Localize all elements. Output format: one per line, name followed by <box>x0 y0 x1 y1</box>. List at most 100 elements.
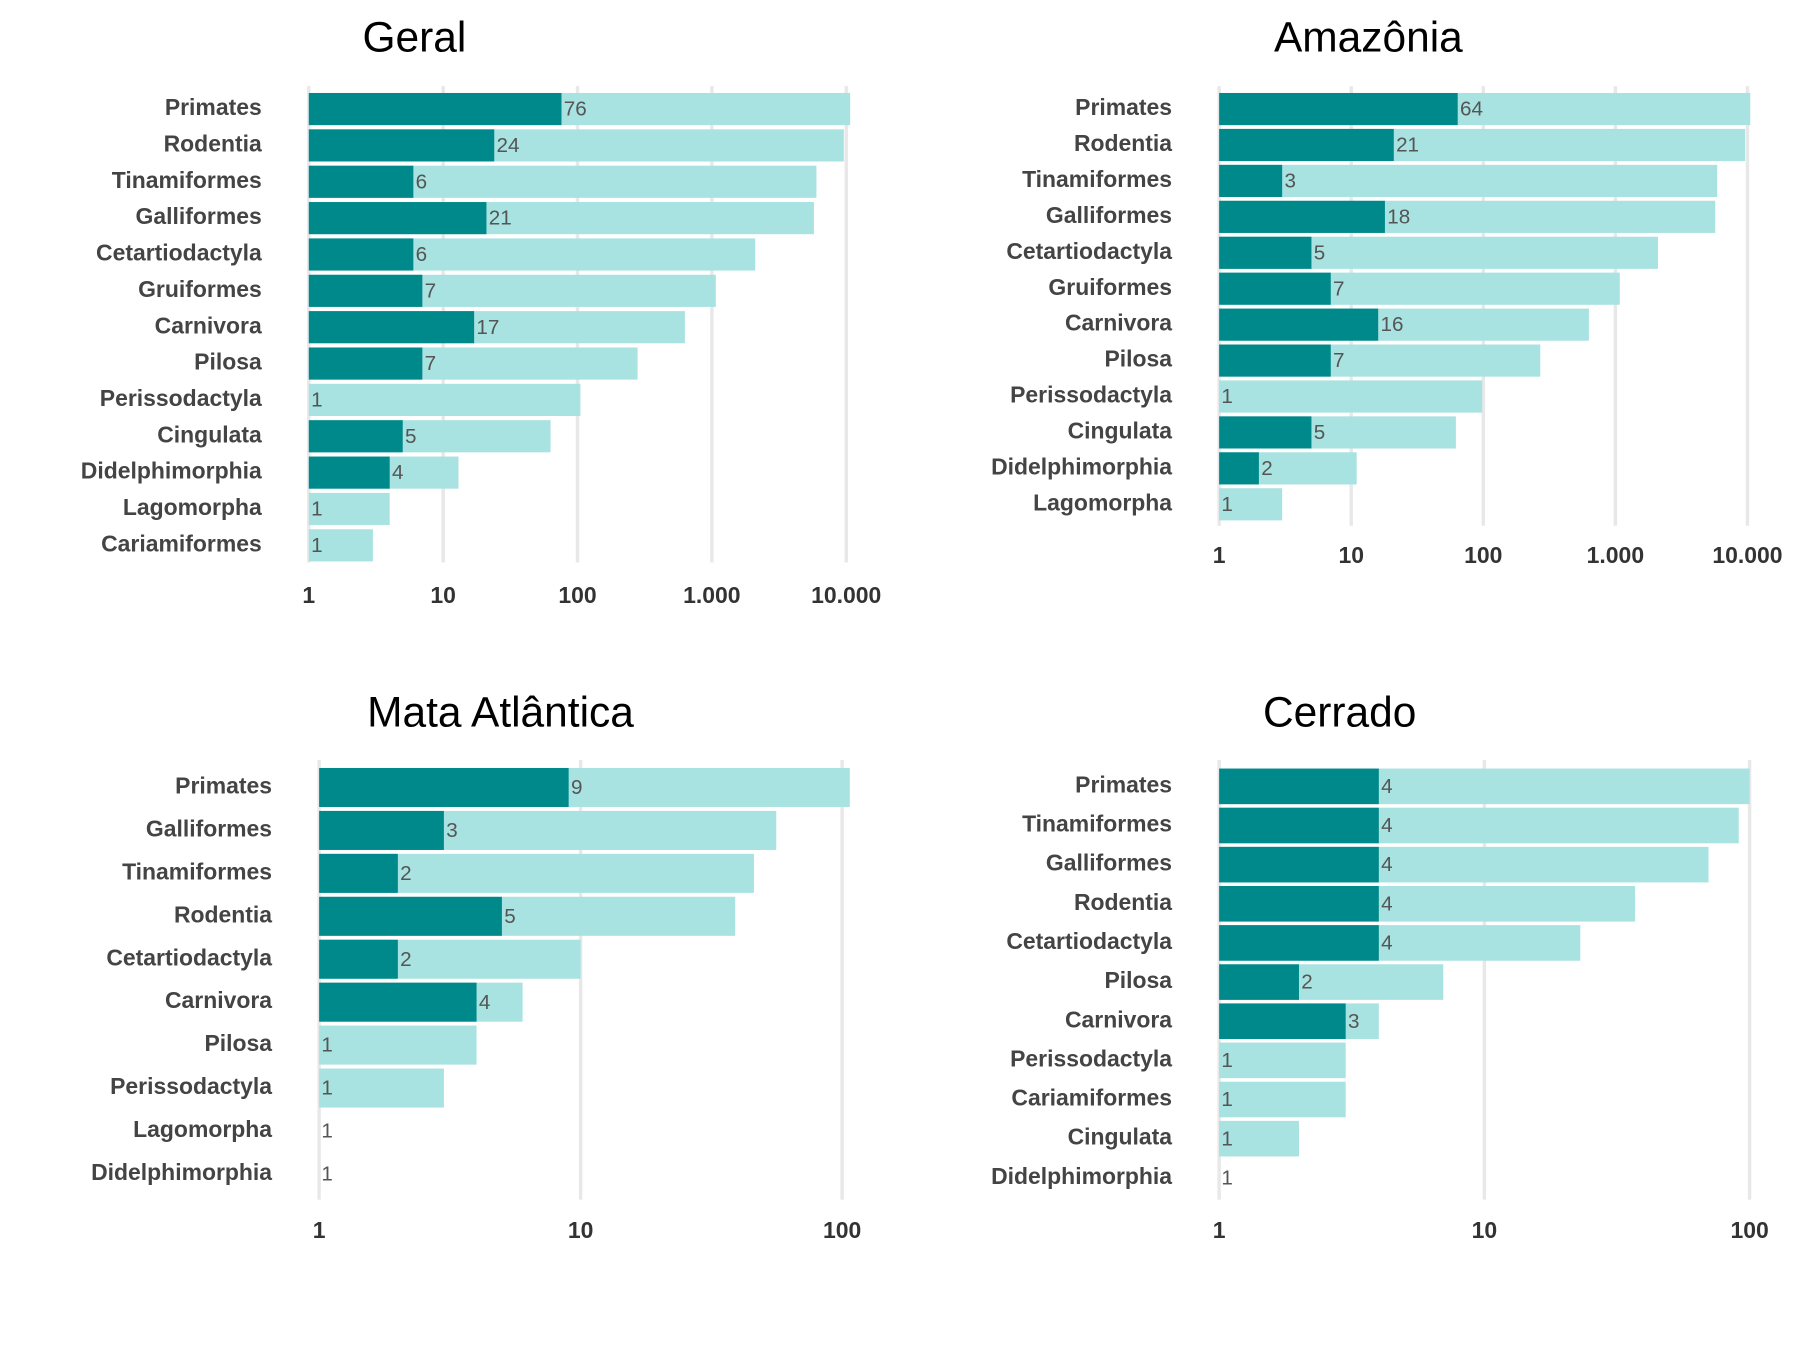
value-label: 16 <box>1380 313 1403 336</box>
category-label: Primates <box>175 773 272 799</box>
value-label: 5 <box>1314 241 1326 264</box>
value-label: 9 <box>571 776 583 799</box>
value-label: 2 <box>400 948 412 971</box>
value-label: 4 <box>479 991 491 1014</box>
bar <box>1219 964 1299 1000</box>
category-label: Cariamiformes <box>101 530 262 556</box>
value-label: 4 <box>1381 775 1393 798</box>
category-label: Cariamiformes <box>1011 1085 1172 1111</box>
category-label: Pilosa <box>1104 346 1172 372</box>
category-label: Gruiformes <box>1048 274 1172 300</box>
bar <box>1219 452 1259 485</box>
value-label: 21 <box>489 207 512 230</box>
value-label: 1 <box>1221 1166 1233 1189</box>
category-label: Tinamiformes <box>1022 811 1172 837</box>
bar <box>1219 344 1331 377</box>
bar <box>308 202 487 235</box>
bar <box>319 810 444 850</box>
value-label: 3 <box>1348 1010 1360 1033</box>
value-label: 1 <box>321 1120 333 1143</box>
bar <box>1219 1003 1346 1040</box>
category-label: Lagomorpha <box>123 494 262 520</box>
value-label: 7 <box>425 279 437 302</box>
category-label: Cingulata <box>1068 1124 1173 1150</box>
value-label: 76 <box>564 98 587 121</box>
value-label: 5 <box>504 905 516 928</box>
category-label: Cetartiodactyla <box>96 240 262 266</box>
bar <box>319 939 398 979</box>
value-label: 4 <box>1381 892 1393 915</box>
value-label: 3 <box>1284 170 1296 193</box>
category-label: Carnivora <box>1065 310 1172 336</box>
bar <box>308 456 390 489</box>
category-label: Rodentia <box>1074 889 1172 915</box>
value-label: 2 <box>1261 457 1273 480</box>
bar <box>319 896 502 936</box>
bar <box>308 92 562 126</box>
bar <box>308 238 414 271</box>
value-label: 1 <box>1221 1127 1233 1150</box>
category-label: Primates <box>165 94 262 120</box>
value-label: 21 <box>1396 134 1419 157</box>
value-label: 3 <box>446 819 458 842</box>
category-label: Rodentia <box>174 901 272 927</box>
value-label: 24 <box>497 134 520 157</box>
bar <box>1219 846 1379 883</box>
bar <box>308 492 390 526</box>
value-label: 7 <box>425 352 437 375</box>
value-label: 7 <box>1333 277 1345 300</box>
category-label: Galliformes <box>1046 202 1172 228</box>
category-label: Primates <box>1075 771 1172 797</box>
category-label: Primates <box>1075 94 1172 120</box>
category-label: Lagomorpha <box>133 1116 272 1142</box>
value-label: 1 <box>311 534 323 557</box>
value-label: 4 <box>1381 932 1393 955</box>
category-label: Lagomorpha <box>1033 489 1172 515</box>
value-label: 1 <box>1221 385 1233 408</box>
category-label: Cingulata <box>1068 417 1173 443</box>
category-label: Rodentia <box>164 130 262 156</box>
category-label: Tinamiformes <box>112 167 262 193</box>
bar <box>308 274 423 307</box>
bar <box>319 767 569 808</box>
chart-title: Geral <box>362 13 466 60</box>
bar <box>1219 128 1394 162</box>
value-label: 6 <box>416 243 428 266</box>
x-tick-label: 1 <box>313 1217 326 1243</box>
category-label: Cetartiodactyla <box>106 944 272 970</box>
category-label: Carnivora <box>155 312 262 338</box>
category-label: Rodentia <box>1074 130 1172 156</box>
value-label: 1 <box>311 498 323 521</box>
category-label: Tinamiformes <box>122 858 272 884</box>
category-label: Perissodactyla <box>100 385 262 411</box>
value-label: 1 <box>1221 493 1233 516</box>
value-label: 1 <box>321 1034 333 1057</box>
bar <box>1219 925 1379 961</box>
bar <box>319 982 477 1022</box>
x-tick-label: 100 <box>823 1217 861 1243</box>
bar <box>308 347 423 380</box>
x-tick-label: 100 <box>558 582 596 608</box>
value-label: 1 <box>321 1163 333 1186</box>
bar <box>308 383 581 416</box>
x-tick-label: 10 <box>430 582 456 608</box>
x-tick-label: 10 <box>568 1217 594 1243</box>
value-label: 4 <box>1381 814 1393 837</box>
x-tick-label: 1 <box>1213 1217 1226 1243</box>
x-tick-label: 100 <box>1730 1217 1768 1243</box>
bar <box>1219 92 1458 126</box>
value-label: 1 <box>1221 1049 1233 1072</box>
bar <box>1219 164 1718 197</box>
value-label: 2 <box>400 862 412 885</box>
x-tick-label: 1.000 <box>683 582 740 608</box>
bar <box>308 529 373 562</box>
category-label: Tinamiformes <box>1022 166 1172 192</box>
value-label: 7 <box>1333 349 1345 372</box>
bar <box>1219 308 1379 341</box>
category-label: Carnivora <box>1065 1006 1172 1032</box>
value-label: 17 <box>476 316 499 339</box>
category-label: Perissodactyla <box>110 1073 272 1099</box>
bar <box>1219 488 1283 521</box>
bar <box>308 420 403 453</box>
